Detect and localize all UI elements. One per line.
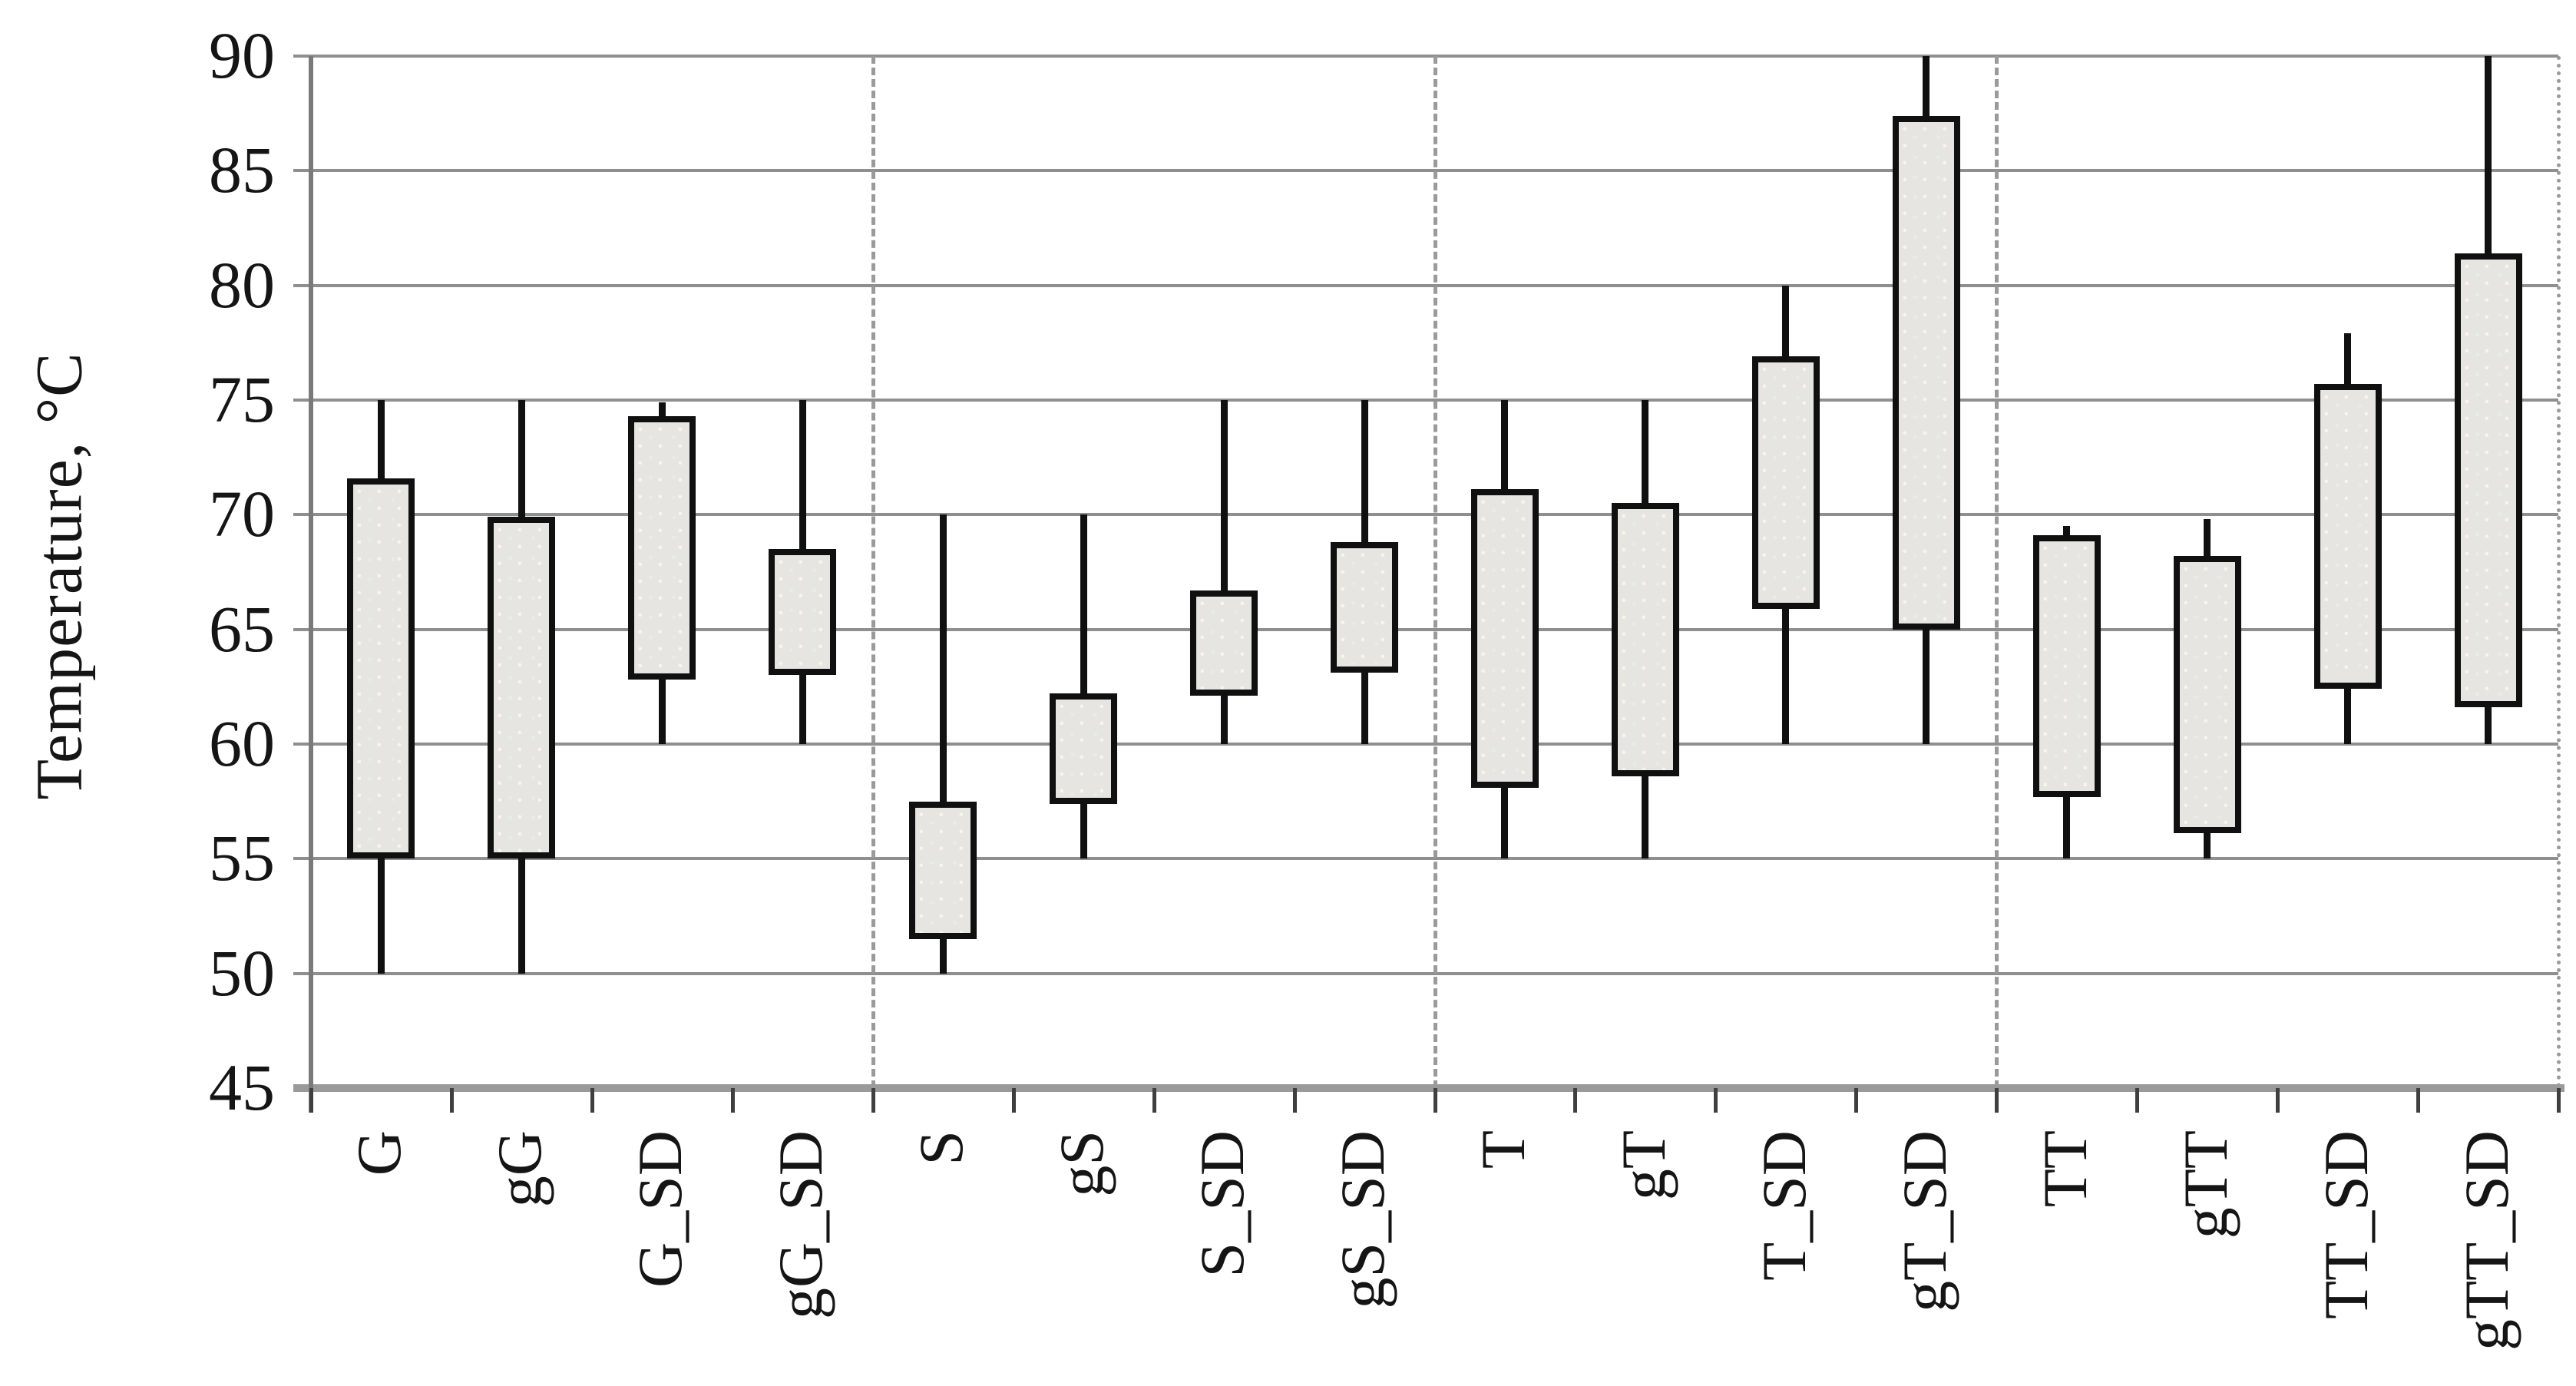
box-G — [347, 478, 415, 859]
x-tick — [1714, 1088, 1718, 1113]
x-tick — [590, 1088, 594, 1113]
y-tick-label-85: 85 — [209, 133, 275, 207]
gridline-50 — [293, 971, 2558, 975]
y-tick-label-80: 80 — [209, 247, 275, 322]
whisker-S — [939, 514, 947, 974]
x-category-label-gS: gS — [1047, 1130, 1117, 1197]
x-tick — [1292, 1088, 1297, 1113]
x-category-label-gTT: gTT — [2170, 1130, 2240, 1239]
gridline-55 — [293, 857, 2558, 861]
box-gT — [1611, 503, 1679, 776]
x-tick — [2416, 1088, 2421, 1113]
y-tick-label-70: 70 — [209, 477, 275, 551]
group-separator — [1433, 56, 1437, 1088]
box-S — [909, 801, 977, 939]
x-axis-line — [293, 1084, 2564, 1092]
x-category-label-T_SD: T_SD — [1748, 1130, 1819, 1281]
x-tick — [1011, 1088, 1016, 1113]
x-tick — [1573, 1088, 1578, 1113]
x-category-label-S: S — [906, 1130, 977, 1166]
y-tick-label-45: 45 — [209, 1050, 275, 1124]
x-tick — [1995, 1088, 1999, 1113]
gridline-85 — [293, 169, 2558, 173]
gridline-60 — [293, 743, 2558, 746]
x-tick — [2557, 1088, 2561, 1113]
plot-right-border — [2557, 56, 2561, 1088]
gridline-70 — [293, 513, 2558, 517]
x-tick — [2276, 1088, 2280, 1113]
y-tick-label-65: 65 — [209, 591, 275, 666]
whisker-S_SD — [1220, 400, 1228, 744]
box-G_SD — [628, 415, 696, 680]
box-gTT_SD — [2454, 253, 2522, 708]
x-category-label-G_SD: G_SD — [625, 1130, 696, 1288]
box-gS — [1050, 693, 1118, 804]
group-separator — [871, 56, 875, 1088]
box-gS_SD — [1331, 542, 1399, 673]
y-axis-line — [309, 56, 313, 1113]
x-category-label-T: T — [1467, 1130, 1538, 1169]
gridline-80 — [293, 283, 2558, 287]
x-tick — [730, 1088, 735, 1113]
gridline-65 — [293, 627, 2558, 631]
x-category-label-S_SD: S_SD — [1187, 1130, 1258, 1278]
x-tick — [449, 1088, 454, 1113]
x-category-label-gS_SD: gS_SD — [1328, 1130, 1398, 1309]
group-separator — [1995, 56, 1999, 1088]
whisker-gS — [1080, 514, 1087, 859]
y-tick-label-60: 60 — [209, 706, 275, 780]
x-tick — [1433, 1088, 1437, 1113]
x-category-label-gTT_SD: gTT_SD — [2451, 1130, 2521, 1351]
x-category-label-TT_SD: TT_SD — [2310, 1130, 2381, 1319]
y-tick-label-55: 55 — [209, 821, 275, 895]
x-category-label-gG: gG — [484, 1130, 555, 1208]
x-category-label-gG_SD: gG_SD — [766, 1130, 836, 1320]
x-category-label-gT_SD: gT_SD — [1889, 1130, 1959, 1312]
y-axis-title: Temperature, °C — [9, 0, 109, 1152]
y-tick-label-75: 75 — [209, 362, 275, 436]
y-axis-title-text: Temperature, °C — [22, 352, 96, 800]
y-tick-label-50: 50 — [209, 935, 275, 1010]
gridline-90 — [293, 55, 2558, 58]
x-tick — [871, 1088, 875, 1113]
y-tick-label-90: 90 — [209, 18, 275, 92]
x-tick — [2135, 1088, 2140, 1113]
box-T — [1470, 489, 1539, 788]
box-TT_SD — [2313, 384, 2382, 690]
box-gT_SD — [1892, 115, 1960, 630]
box-T_SD — [1751, 356, 1820, 609]
x-category-label-G: G — [344, 1130, 415, 1176]
box-TT — [2032, 535, 2101, 797]
x-tick — [1854, 1088, 1859, 1113]
x-tick — [1152, 1088, 1156, 1113]
x-category-label-TT: TT — [2029, 1130, 2100, 1208]
box-S_SD — [1190, 590, 1258, 696]
box-gTT — [2173, 556, 2241, 834]
x-tick — [309, 1088, 313, 1113]
box-gG_SD — [769, 549, 837, 676]
box-gG — [488, 517, 556, 859]
gridline-75 — [293, 399, 2558, 402]
x-category-label-gT: gT — [1608, 1130, 1678, 1201]
